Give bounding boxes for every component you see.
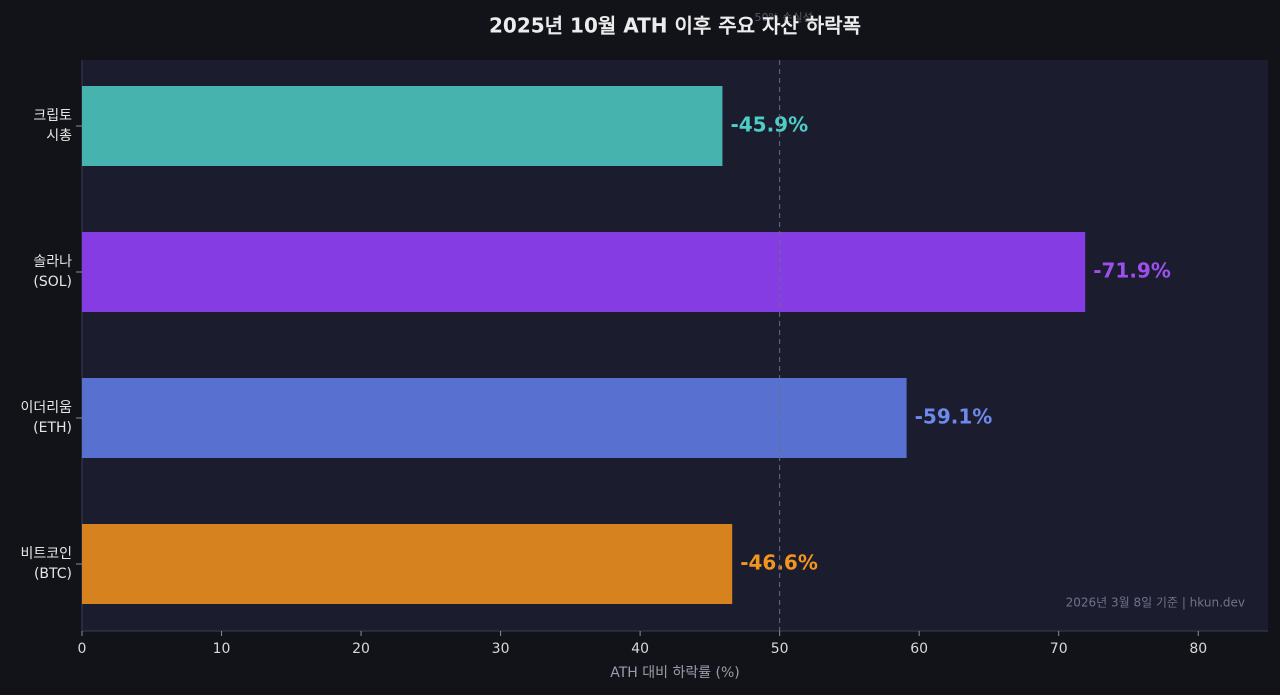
reference-label: 50% 손실선 bbox=[754, 11, 812, 24]
x-tick-label: 60 bbox=[910, 641, 928, 657]
value-label: -45.9% bbox=[730, 113, 808, 137]
x-tick-label: 80 bbox=[1189, 641, 1207, 657]
x-tick-label: 50 bbox=[771, 641, 789, 657]
chart-title: 2025년 10월 ATH 이후 주요 자산 하락폭 bbox=[489, 14, 861, 38]
y-tick-label: 비트코인 (BTC) bbox=[20, 546, 72, 582]
x-tick-label: 70 bbox=[1050, 641, 1068, 657]
bar bbox=[82, 524, 733, 604]
x-tick-label: 0 bbox=[78, 641, 87, 657]
value-label: -71.9% bbox=[1093, 259, 1171, 283]
x-tick-label: 10 bbox=[213, 641, 231, 657]
x-tick-label: 40 bbox=[631, 641, 649, 657]
footnote: 2026년 3월 8일 기준 | hkun.dev bbox=[1066, 596, 1245, 610]
value-label: -46.6% bbox=[740, 551, 818, 575]
bar bbox=[82, 86, 723, 166]
bar bbox=[82, 378, 907, 458]
x-axis-label: ATH 대비 하락률 (%) bbox=[610, 665, 740, 681]
value-label: -59.1% bbox=[915, 405, 993, 429]
y-tick-label: 이더리움 (ETH) bbox=[20, 400, 72, 436]
x-tick-label: 20 bbox=[352, 641, 370, 657]
x-tick-label: 30 bbox=[492, 641, 510, 657]
y-tick-label: 크립토 시총 bbox=[33, 108, 72, 144]
y-tick-label: 솔라나 (SOL) bbox=[33, 254, 72, 290]
bar bbox=[82, 232, 1086, 312]
